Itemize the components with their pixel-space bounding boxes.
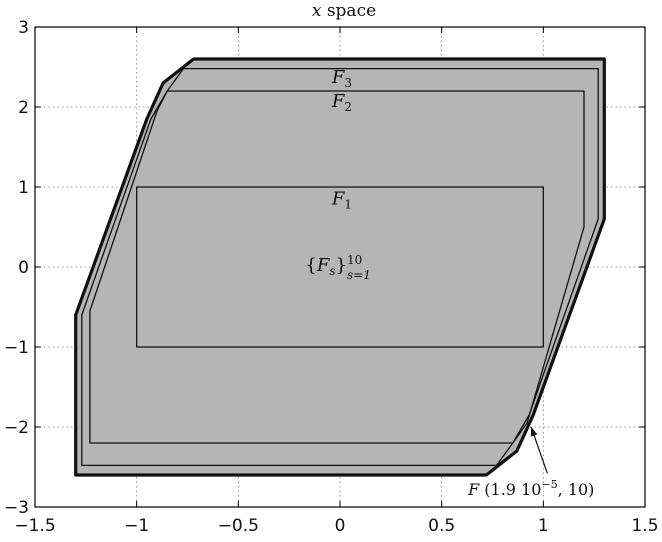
annotation-exponent: −5 — [541, 478, 557, 491]
regions — [74, 57, 606, 477]
sequence-close-brace: } — [336, 255, 347, 276]
label-variable: F — [331, 67, 346, 88]
label-subscript: 1 — [344, 198, 352, 212]
label-f3: F3 — [331, 67, 352, 90]
region-f3 — [81, 67, 599, 467]
x-tick-label: −0.5 — [218, 516, 259, 536]
y-tick-label: 3 — [18, 18, 29, 38]
annotation-label: F (1.9 10−5, 10) — [467, 478, 594, 499]
y-tick-label: −3 — [4, 498, 29, 518]
y-tick-label: 1 — [18, 178, 29, 198]
region-f1 — [136, 186, 544, 348]
sequence-index: s — [329, 264, 335, 278]
label-variable: F — [331, 91, 346, 112]
axis-ticks: −1.5 −1 −0.5 0 0.5 1 1.5 −3 −2 −1 0 1 2 3 — [4, 18, 659, 536]
title-variable: x — [312, 1, 322, 21]
x-tick-label: 1.5 — [631, 516, 658, 536]
sequence-label: {Fs}10 s=1 — [305, 253, 370, 282]
sequence-open-brace: { — [305, 255, 316, 276]
label-subscript: 2 — [344, 100, 352, 114]
y-tick-label: −1 — [4, 338, 29, 358]
annotation-prefix: F — [467, 480, 480, 499]
annotation-arrow-head — [530, 427, 538, 437]
sequence-lower-limit: s=1 — [347, 268, 371, 282]
y-tick-label: 2 — [18, 98, 29, 118]
label-variable: F — [331, 189, 346, 210]
x-tick-label: 0.5 — [428, 516, 455, 536]
sequence-variable: F — [316, 255, 331, 276]
y-tick-label: 0 — [18, 258, 29, 278]
x-tick-label: 0 — [335, 516, 346, 536]
label-f1: F1 — [331, 189, 352, 212]
x-tick-label: 1 — [538, 516, 549, 536]
sequence-upper-limit: 10 — [347, 253, 362, 267]
region-f — [74, 57, 606, 477]
y-tick-label: −2 — [4, 418, 29, 438]
annotation-text-mid: (1.9 10 — [479, 480, 541, 499]
label-subscript: 3 — [344, 76, 352, 90]
x-tick-label: −1 — [124, 516, 149, 536]
x-tick-label: −1.5 — [14, 516, 55, 536]
chart-title: x space — [312, 1, 376, 21]
title-rest: space — [321, 1, 376, 21]
annotation-text-end: , 10) — [558, 480, 595, 499]
label-f2: F2 — [331, 91, 352, 114]
region-f2 — [89, 90, 585, 444]
